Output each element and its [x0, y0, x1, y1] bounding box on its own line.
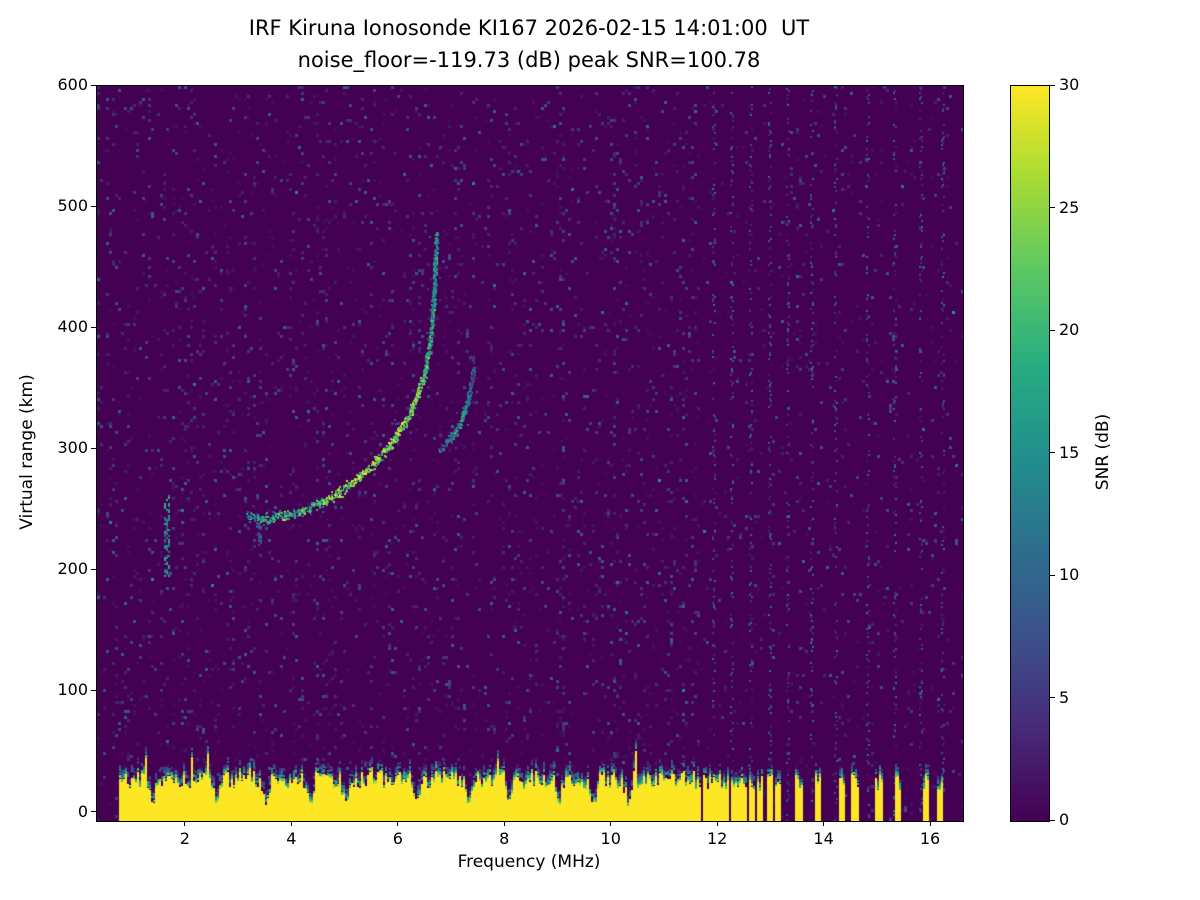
y-tick-label: 600 — [57, 75, 88, 94]
x-tick-label: 16 — [919, 829, 941, 848]
x-tick-label: 8 — [499, 829, 510, 848]
colorbar-label: SNR (dB) — [1093, 413, 1113, 491]
y-tick-label: 0 — [77, 801, 88, 821]
y-tick-label: 400 — [57, 317, 88, 337]
colorbar-tick-mark — [1050, 84, 1055, 86]
x-tick-label: 10 — [600, 829, 621, 848]
ionogram-canvas — [97, 86, 963, 821]
colorbar-tick-mark — [1050, 207, 1055, 208]
x-axis-label: Frequency (MHz) — [457, 852, 601, 872]
colorbar-tick-label: 0 — [1059, 810, 1070, 829]
colorbar-tick-mark — [1050, 819, 1055, 821]
colorbar-tick-mark — [1050, 329, 1055, 331]
y-tick-label: 100 — [57, 680, 88, 700]
y-tick-label: 200 — [57, 559, 88, 579]
colorbar-canvas — [1011, 86, 1049, 821]
x-tick-label: 14 — [813, 829, 834, 848]
y-tick-label: 500 — [57, 196, 88, 216]
colorbar-tick-label: 10 — [1059, 565, 1080, 584]
x-tick-label: 2 — [179, 829, 190, 848]
colorbar-tick-label: 5 — [1059, 687, 1070, 707]
colorbar — [1010, 85, 1050, 822]
colorbar-tick-mark — [1050, 452, 1055, 453]
colorbar-tick-label: 30 — [1059, 75, 1080, 94]
colorbar-tick-label: 20 — [1059, 320, 1080, 339]
plot-subtitle: noise_floor=-119.73 (dB) peak SNR=100.78 — [297, 48, 761, 72]
colorbar-tick-label: 25 — [1059, 197, 1080, 217]
y-tick-label: 300 — [57, 438, 88, 458]
colorbar-tick-mark — [1050, 697, 1055, 698]
x-tick-label: 12 — [706, 829, 728, 848]
plot-area — [96, 85, 964, 822]
x-tick-label: 6 — [392, 829, 403, 848]
y-axis-label: Virtual range (km) — [17, 374, 37, 530]
plot-title: IRF Kiruna Ionosonde KI167 2026-02-15 14… — [248, 16, 810, 40]
x-tick-label: 4 — [286, 829, 297, 848]
colorbar-tick-mark — [1050, 574, 1055, 576]
